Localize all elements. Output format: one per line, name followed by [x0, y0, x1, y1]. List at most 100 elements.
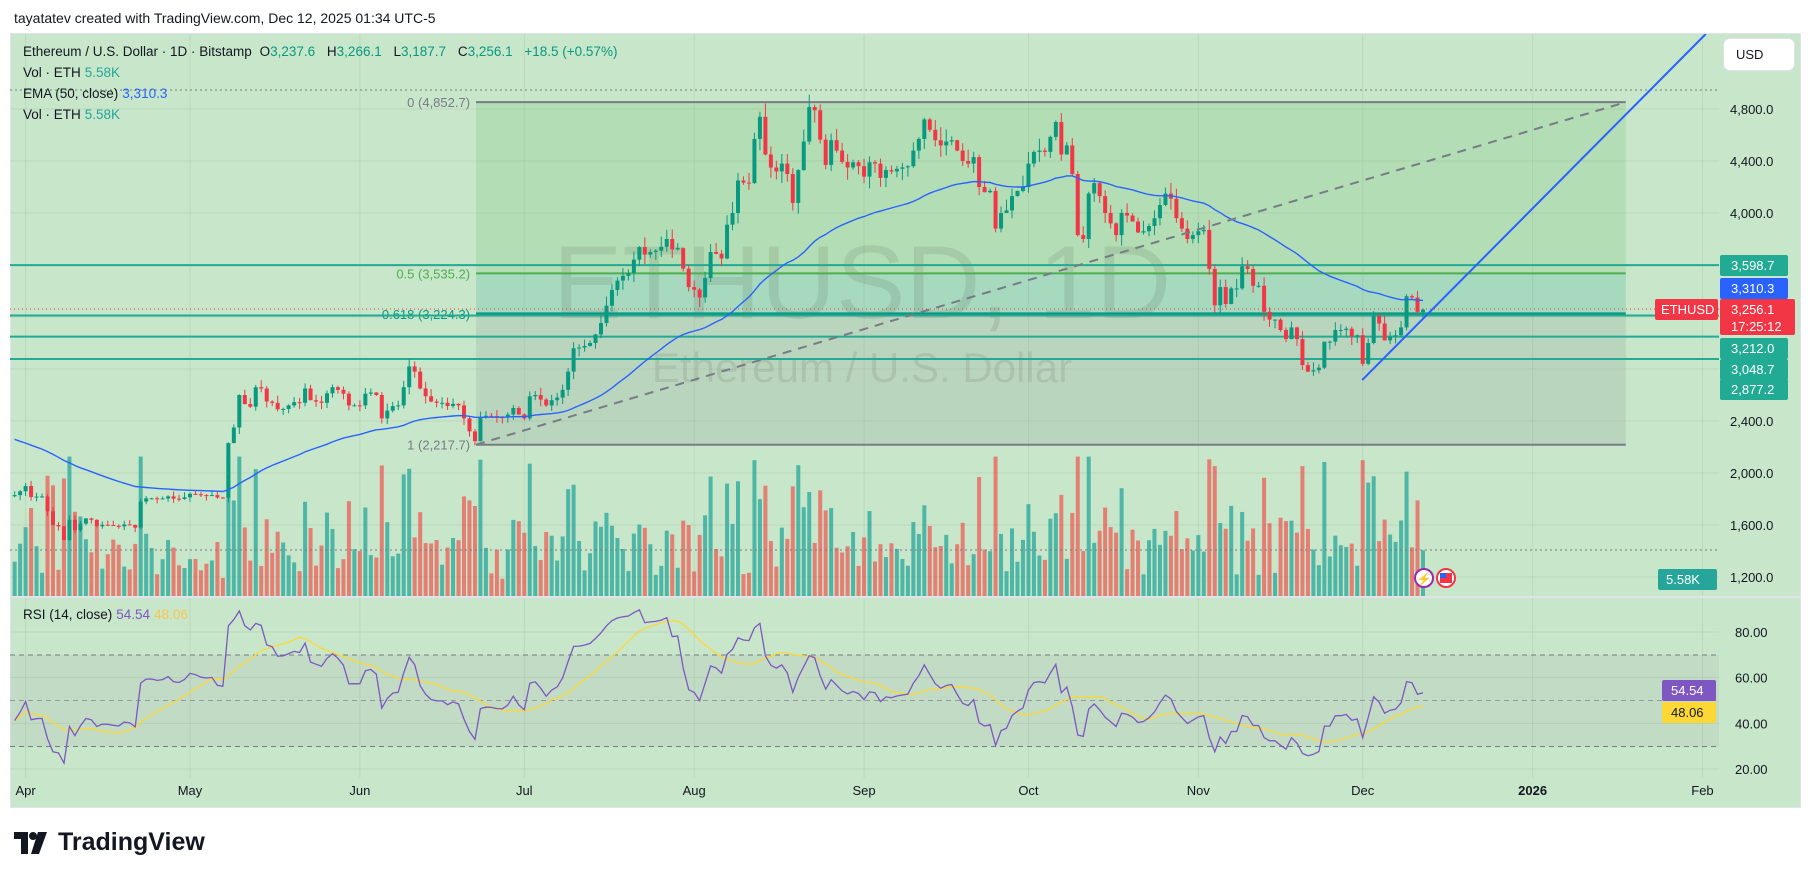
candle	[1311, 362, 1316, 376]
rsi-ma-label-text: 48.06	[1671, 705, 1704, 720]
candle	[396, 400, 401, 411]
candle-body	[220, 497, 225, 499]
candle	[105, 520, 110, 526]
candle	[1240, 257, 1245, 290]
candle-body	[1322, 341, 1327, 368]
candle-body	[1284, 330, 1288, 340]
candle-body	[1108, 213, 1113, 224]
legend-open: O3,237.6	[260, 44, 320, 59]
candle-body	[796, 170, 801, 203]
legend-ema[interactable]: EMA (50, close) 3,310.3	[23, 86, 171, 101]
volume-bar	[1053, 513, 1058, 596]
volume-bar	[1152, 528, 1157, 596]
time-axis-label: Dec	[1351, 783, 1375, 798]
candle-body	[1103, 196, 1108, 213]
time-axis-label: May	[178, 783, 203, 798]
volume-bar	[1344, 546, 1349, 596]
candle-body	[18, 491, 23, 496]
volume-bar	[988, 551, 993, 596]
legend-rsi[interactable]: RSI (14, close) 54.54 48.06	[23, 607, 192, 622]
candle-body	[642, 247, 647, 255]
candle	[451, 398, 456, 409]
event-icons[interactable]: ⚡	[1414, 568, 1456, 588]
chart-panel[interactable]	[10, 33, 1801, 808]
volume-bar	[1037, 555, 1042, 596]
candle-body	[862, 166, 867, 177]
candle-body	[1251, 268, 1256, 286]
volume-bar	[856, 565, 861, 596]
volume-bar	[111, 539, 116, 596]
candle-body	[237, 395, 242, 428]
candle	[1108, 204, 1113, 229]
volume-bar	[571, 484, 576, 596]
candle-body	[248, 404, 253, 407]
candle-body	[648, 252, 653, 255]
price-axis[interactable]: 4,800.0 4,400.0 4,000.0 2,400.0 2,000.0 1,600…	[1730, 102, 1773, 777]
candle-body	[401, 387, 406, 406]
candle-body	[122, 524, 127, 527]
candle	[834, 128, 839, 153]
candle	[215, 491, 220, 499]
candle-body	[462, 405, 466, 419]
candle-body	[609, 289, 614, 306]
candle	[588, 340, 593, 347]
candle	[78, 520, 83, 532]
candle	[801, 129, 806, 171]
rsi-ma-line	[14, 620, 1424, 743]
candle	[1092, 177, 1097, 202]
candle	[1157, 198, 1162, 226]
volume-bar	[1267, 523, 1272, 596]
volume-bar	[149, 548, 154, 596]
candle-body	[1218, 287, 1223, 306]
volume-bar	[746, 572, 751, 596]
volume-bar	[779, 527, 784, 596]
candle	[1141, 220, 1146, 235]
fib-retracement[interactable]: 0 (4,852.7) 0.5 (3,535.2) 0.618 (3,224.3) 1…	[382, 95, 1626, 453]
candle	[1327, 340, 1332, 350]
candle-body	[385, 410, 390, 419]
volume-bar	[785, 538, 790, 596]
candle	[1388, 331, 1393, 345]
currency-button[interactable]: USD	[1724, 39, 1794, 70]
legend-volume[interactable]: Vol · ETH 5.58K	[23, 65, 124, 80]
volume-bar	[757, 499, 762, 596]
time-axis[interactable]: Apr May Jun Jul Aug Sep Oct Nov Dec 2026 Feb	[15, 783, 1713, 798]
volume-bar	[1382, 519, 1387, 596]
open-label: O	[259, 44, 271, 59]
volume-bar	[177, 565, 182, 596]
volume-bar	[467, 500, 472, 596]
tradingview-logo[interactable]: TradingView	[14, 828, 205, 857]
candle	[692, 280, 697, 298]
candle	[851, 159, 856, 170]
time-axis-label: Feb	[1691, 783, 1713, 798]
price-label-box	[1720, 379, 1788, 400]
volume-bar	[83, 539, 88, 596]
trendlines[interactable]	[475, 34, 1707, 446]
candle	[1097, 181, 1102, 203]
volume-bar	[429, 543, 434, 596]
volume-bar	[1349, 543, 1354, 596]
volume-bar	[275, 531, 280, 596]
candle	[883, 166, 888, 188]
legend-volume-2[interactable]: Vol · ETH 5.58K	[23, 107, 124, 122]
blue-trendline[interactable]	[1361, 34, 1707, 381]
volume-bar	[462, 496, 466, 596]
candle	[160, 496, 165, 500]
volume-bar	[692, 571, 697, 596]
ema-label: EMA (50, close)	[23, 86, 119, 101]
volume-bar	[538, 560, 543, 596]
candle	[198, 491, 203, 497]
candle	[177, 494, 182, 502]
candle	[730, 201, 735, 231]
volume-bar	[1305, 528, 1310, 596]
legend-symbol[interactable]: Ethereum / U.S. Dollar · 1D · Bitstamp	[23, 44, 252, 59]
candle-body	[1042, 150, 1047, 152]
horizontal-lines[interactable]	[10, 264, 1719, 360]
dashed-trendline[interactable]	[475, 101, 1627, 446]
volume-bar	[1251, 528, 1256, 596]
lightning-event-icon[interactable]	[1414, 568, 1434, 588]
attribution-text: tayatatev created with TradingView.com, …	[14, 10, 436, 26]
candle	[1382, 315, 1387, 341]
rsi-label: RSI (14, close)	[23, 607, 113, 622]
